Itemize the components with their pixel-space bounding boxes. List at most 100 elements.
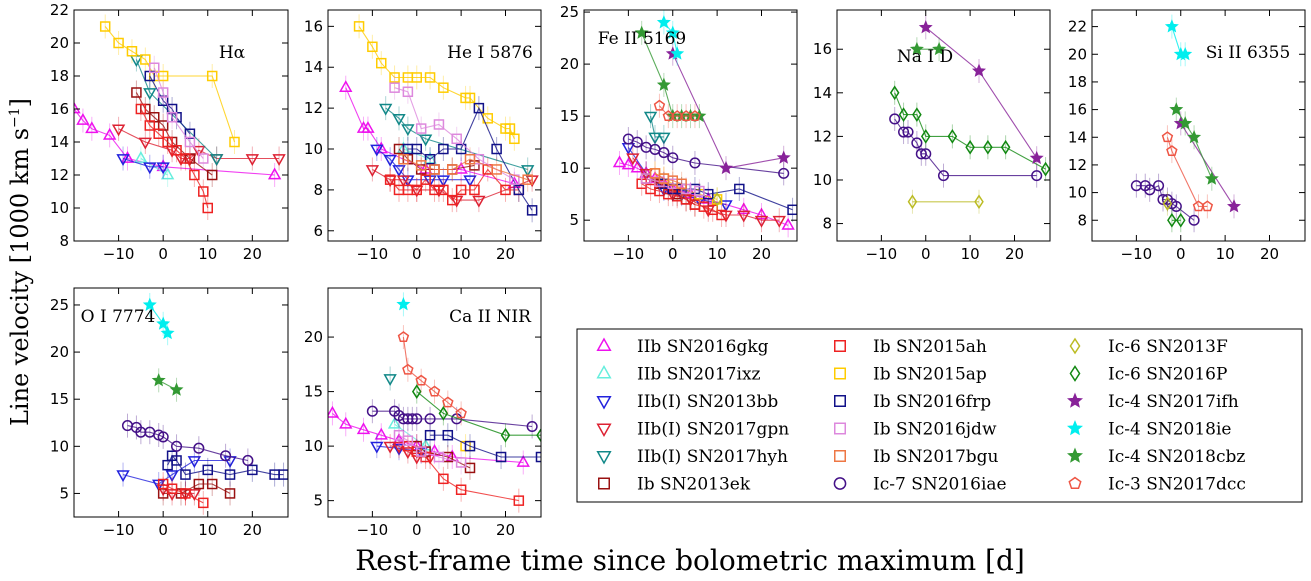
data-point (912, 107, 922, 122)
panel-title: Ca II NIR (449, 307, 532, 327)
plot-area (328, 292, 541, 513)
data-point (415, 374, 427, 386)
panels: −10 0 10 20 8 10 12 14 16 18 20 22 Hα −10 0 10 20 6 8 10 12 1… (50, 1, 1306, 539)
data-point (220, 450, 232, 462)
series (1169, 97, 1219, 191)
legend-marker (596, 451, 612, 465)
legend-label: Ic-6 SN2016P (1108, 365, 1227, 385)
data-point (411, 413, 423, 425)
legend-label: Ib SN2015ah (873, 337, 987, 357)
x-tick-label: 20 (752, 245, 771, 263)
data-point (157, 87, 169, 98)
data-point (424, 429, 436, 441)
legend-entry: IIb(I) SN2017hyh (596, 447, 788, 467)
data-point (526, 205, 538, 216)
data-point (424, 413, 436, 425)
data-point (423, 151, 437, 164)
series (99, 14, 240, 154)
data-point (402, 440, 414, 452)
legend-label: Ic-4 SN2018cbz (1108, 447, 1245, 467)
series (383, 366, 397, 391)
data-point (438, 184, 449, 196)
y-tick-label: 12 (50, 166, 69, 184)
y-tick-label: 16 (813, 40, 832, 58)
data-point (193, 442, 205, 454)
series-line (407, 445, 519, 502)
series (653, 93, 701, 129)
data-point (621, 157, 636, 170)
data-point (911, 137, 923, 149)
legend-marker (833, 477, 847, 490)
series (411, 379, 541, 448)
data-point (402, 86, 414, 98)
y-tick-label: 5 (59, 484, 69, 502)
series-line (394, 87, 515, 181)
data-point (411, 384, 422, 399)
data-point (111, 124, 126, 137)
x-tick-label: 20 (1005, 245, 1024, 263)
series-line (398, 434, 462, 464)
data-point (464, 92, 476, 104)
data-point (402, 363, 414, 375)
y-tick-label: 12 (1068, 156, 1087, 174)
series (712, 187, 722, 212)
y-tick-label: 8 (1077, 211, 1087, 229)
series (909, 37, 947, 62)
data-point (932, 41, 947, 56)
series-line (672, 53, 784, 169)
series (151, 368, 184, 402)
legend-label: Ib SN2013ek (637, 475, 751, 495)
y-tick-label: 25 (50, 296, 69, 314)
data-point (909, 41, 924, 56)
series (1164, 14, 1193, 67)
axes-frame (836, 9, 1051, 242)
data-point (389, 82, 400, 93)
data-point (438, 473, 449, 485)
data-point (670, 46, 685, 60)
legend-label: Ic-3 SN2017dcc (1108, 475, 1246, 495)
data-point (156, 484, 170, 497)
panel-6: −10 0 10 20 5 10 15 20 25 O I 7774 (50, 287, 289, 539)
data-point (397, 331, 410, 342)
legend-label: IIb(I) SN2017hyh (637, 447, 788, 467)
legend-label: Ic-6 SN2013F (1108, 337, 1228, 357)
data-point (974, 194, 984, 210)
data-point (424, 153, 436, 165)
data-point (120, 150, 135, 163)
series-line (122, 157, 164, 168)
legend-entry: Ib SN2016frp (834, 392, 991, 412)
y-tick-label: 12 (813, 127, 832, 145)
data-point (1040, 161, 1050, 177)
data-point (187, 456, 202, 468)
legend-label: IIb SN2016gkg (637, 337, 769, 357)
data-point (433, 451, 445, 463)
data-point (140, 54, 151, 65)
data-point (491, 164, 502, 175)
series (397, 325, 467, 426)
data-point (1031, 170, 1043, 182)
series-line (376, 148, 470, 181)
data-point (193, 478, 205, 490)
y-tick-label: 10 (50, 199, 69, 217)
legend-entry: Ib SN2015ap (834, 365, 987, 385)
x-tick-label: 0 (158, 245, 168, 263)
data-point (149, 62, 160, 73)
data-point (224, 488, 236, 499)
x-tick-label: −10 (357, 245, 389, 263)
data-point (165, 489, 179, 501)
x-tick-label: 0 (1176, 245, 1186, 263)
data-point (206, 169, 218, 181)
data-point (781, 217, 795, 230)
series (402, 96, 538, 223)
data-point (626, 153, 640, 166)
data-point (1144, 184, 1156, 196)
data-point (165, 470, 179, 483)
data-point (411, 72, 422, 83)
data-point (438, 406, 449, 421)
y-tick-label: 22 (1068, 18, 1087, 36)
data-point (102, 127, 117, 140)
series-line (74, 108, 275, 176)
series (656, 10, 685, 66)
data-point (915, 148, 927, 160)
